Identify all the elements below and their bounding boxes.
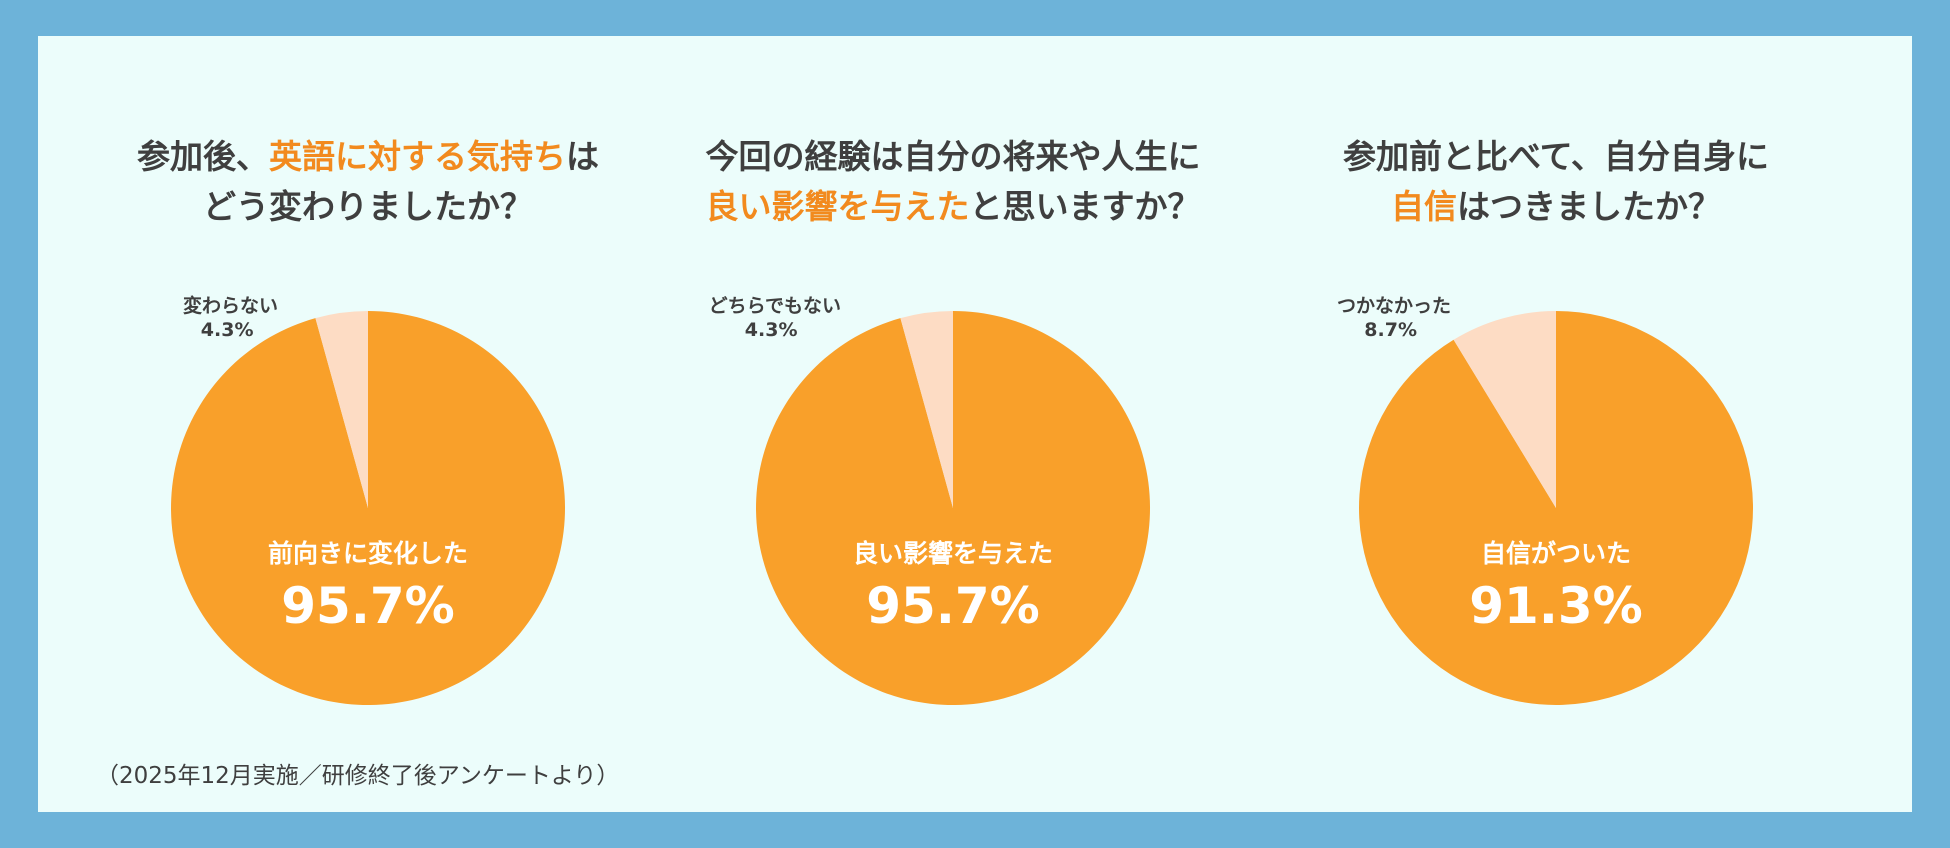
slice-label-major: 良い影響を与えた (853, 539, 1053, 568)
slice-label-major: 前向きに変化した (268, 539, 468, 568)
slice-value-major: 91.3% (1469, 577, 1642, 635)
survey-footnote: （2025年12月実施／研修終了後アンケートより） (96, 763, 620, 789)
slice-label-major: 自信がついた (1481, 539, 1631, 568)
slice-value-minor: 4.3% (745, 319, 798, 341)
title-highlight: 英語に対する気持ち (269, 137, 566, 176)
slice-value-major: 95.7% (866, 577, 1039, 635)
title-text: 参加前と比べて、自分自身に (1342, 137, 1770, 176)
pie-slice-major (756, 311, 1151, 705)
title-text: は (566, 137, 599, 176)
title-highlight: 自信 (1391, 187, 1457, 226)
title-text: どう変わりましたか？ (203, 187, 533, 226)
pie-slice-major (171, 311, 566, 705)
slice-value-minor: 8.7% (1364, 319, 1417, 341)
slice-label-minor: 変わらない (183, 294, 278, 317)
slice-value-minor: 4.3% (201, 319, 254, 341)
chart-title: 参加前と比べて、自分自身に自信はつきましたか？ (1276, 132, 1836, 232)
slice-value-major: 95.7% (281, 577, 454, 635)
chart-future-impact: 今回の経験は自分の将来や人生に 良い影響を与えたと思いますか？ 良い影響を与えた 9… (673, 36, 1233, 812)
title-highlight: 良い影響を与えた (705, 187, 970, 226)
pie-slice-minor (1453, 311, 1556, 508)
pie-slice-minor (315, 311, 368, 508)
pie-slice-major (1359, 311, 1754, 705)
pie-slice-minor (900, 311, 953, 508)
chart-title: 今回の経験は自分の将来や人生に 良い影響を与えたと思いますか？ (673, 132, 1233, 232)
title-text: と思いますか？ (969, 187, 1201, 226)
title-text: 今回の経験は自分の将来や人生に (705, 137, 1201, 176)
title-text: はつきましたか？ (1457, 187, 1721, 226)
survey-panel: 参加後、英語に対する気持ちは どう変わりましたか？ 前向きに変化した 95.7% 変わ… (38, 36, 1912, 812)
slice-label-minor: どちらでもない (709, 295, 841, 317)
title-text: 参加後、 (137, 137, 269, 176)
chart-self-confidence: 参加前と比べて、自分自身に自信はつきましたか？ 自信がついた 91.3% つかなかっ… (1276, 36, 1836, 812)
chart-title: 参加後、英語に対する気持ちは どう変わりましたか？ (88, 132, 648, 232)
slice-label-minor: つかなかった (1337, 295, 1451, 317)
chart-english-feelings: 参加後、英語に対する気持ちは どう変わりましたか？ 前向きに変化した 95.7% 変わ… (88, 36, 648, 812)
